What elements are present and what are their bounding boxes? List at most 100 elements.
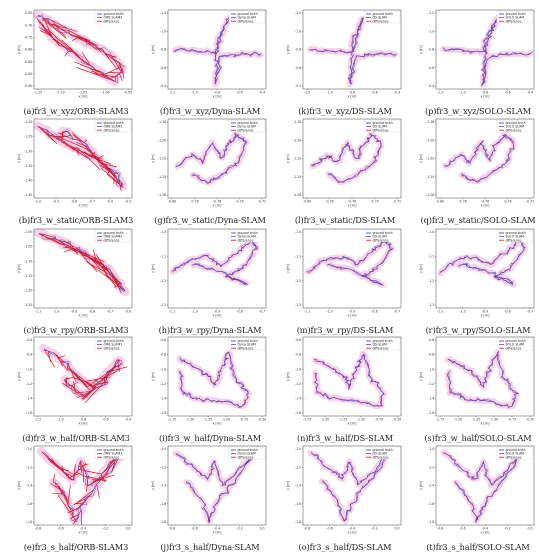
y-tick-label: -1.4	[295, 484, 301, 488]
y-axis-label: y [m]	[419, 263, 423, 273]
y-tick-label: -1.2	[428, 11, 434, 15]
y-tick-label: -1.10	[24, 259, 32, 263]
x-tick-label: -1.75	[436, 418, 444, 422]
y-tick-label: -1.2	[160, 11, 166, 15]
trajectory-plot: -0.80-0.78-0.76-0.74-0.72-1.18-1.20-1.22…	[285, 114, 405, 210]
x-tick-label: -0.6	[191, 527, 197, 531]
x-axis-label: x [m]	[347, 314, 357, 318]
x-tick-label: -1.15	[34, 91, 42, 95]
error-band	[177, 135, 246, 183]
trajectory-plot: -1.2-1.0-0.8-0.6-0.4-1.2-1.0-0.8-0.6-0.4…	[285, 5, 405, 101]
x-tick-label: -1.75	[303, 418, 311, 422]
y-tick-label: -1.6	[26, 502, 32, 506]
y-axis-label: y [m]	[17, 480, 21, 490]
x-axis-label: x [m]	[480, 314, 490, 318]
x-axis-label: x [m]	[212, 422, 222, 426]
x-tick-label: -0.75	[240, 418, 248, 422]
x-tick-label: -0.7	[394, 310, 400, 314]
y-tick-label: -1.1	[160, 254, 166, 258]
trajectory-plot: -1.1-1.0-0.9-0.8-0.7-1.0-1.1-1.2-1.3x [m…	[150, 224, 270, 320]
error-band	[311, 449, 393, 521]
y-tick-label: -1.30	[24, 149, 32, 153]
x-axis-label: x [m]	[347, 531, 357, 535]
legend-entry: difference	[104, 455, 120, 459]
y-tick-label: -1.3	[428, 303, 434, 307]
legend-entry: difference	[238, 346, 254, 350]
x-tick-label: -1.25	[472, 418, 480, 422]
x-tick-label: -0.95	[124, 91, 132, 95]
x-axis-label: x [m]	[212, 314, 222, 318]
y-tick-label: -1.6	[428, 411, 434, 415]
panel-fr3_w_half-orb-slam3: -1.2-1.0-0.8-0.6-0.4-0.6-0.8-1.0-1.2-1.4…	[16, 332, 136, 428]
y-tick-label: -1.6	[295, 502, 301, 506]
panel-fr3_w_half-solo-slam: -1.75-1.50-1.25-1.00-0.75-0.50-0.6-0.8-1…	[418, 332, 538, 428]
x-tick-label: -1.1	[437, 310, 443, 314]
x-tick-label: -1.1	[304, 310, 310, 314]
y-axis-label: y [m]	[151, 44, 155, 54]
x-axis-label: x [m]	[480, 95, 490, 99]
x-tick-label: -0.7	[89, 200, 95, 204]
y-axis-label: y [m]	[17, 153, 21, 163]
x-axis-label: x [m]	[212, 204, 222, 208]
x-tick-label: -1.00	[357, 418, 365, 422]
y-axis-label: y [m]	[286, 480, 290, 490]
y-tick-label: -1.26	[293, 193, 301, 197]
legend-entry: difference	[238, 455, 254, 459]
x-tick-label: -0.8	[304, 527, 310, 531]
y-tick-label: -1.2	[295, 11, 301, 15]
x-tick-label: -1.2	[437, 91, 443, 95]
x-axis-label: x [m]	[78, 204, 88, 208]
y-tick-label: -0.6	[160, 338, 166, 342]
x-tick-label: -1.75	[168, 418, 176, 422]
y-tick-label: -1.40	[24, 179, 32, 183]
y-tick-label: -1.20	[24, 120, 32, 124]
y-tick-label: -0.6	[26, 338, 32, 342]
x-tick-label: -0.6	[125, 310, 131, 314]
x-tick-label: -0.74	[503, 200, 511, 204]
y-tick-label: -1.0	[295, 447, 301, 451]
y-axis-label: y [m]	[286, 263, 290, 273]
x-tick-label: -0.6	[107, 200, 113, 204]
difference-segment	[63, 247, 71, 248]
y-tick-label: -1.25	[24, 135, 32, 139]
y-axis-label: y [m]	[419, 480, 423, 490]
x-tick-label: -0.8	[71, 200, 77, 204]
x-tick-label: -1.0	[57, 418, 63, 422]
y-tick-label: -0.8	[428, 353, 434, 357]
legend-entry: difference	[506, 346, 522, 350]
y-tick-label: -0.8	[160, 48, 166, 52]
x-tick-label: 0.0	[394, 527, 399, 531]
x-tick-label: -0.6	[371, 91, 377, 95]
x-tick-label: -1.50	[454, 418, 462, 422]
y-tick-label: -1.8	[160, 520, 166, 524]
x-tick-label: -1.0	[191, 310, 197, 314]
y-tick-label: -1.45	[24, 193, 32, 197]
x-tick-label: -0.8	[89, 310, 95, 314]
y-tick-label: -1.0	[428, 367, 434, 371]
y-tick-label: -1.2	[428, 465, 434, 469]
x-tick-label: -1.00	[101, 91, 109, 95]
y-tick-label: -1.8	[26, 520, 32, 524]
y-tick-label: -1.2	[160, 279, 166, 283]
x-tick-label: -0.6	[236, 91, 242, 95]
y-tick-label: -1.8	[428, 520, 434, 524]
y-tick-label: -1.22	[426, 157, 434, 161]
x-tick-label: -1.2	[35, 418, 41, 422]
x-tick-label: -0.50	[393, 418, 401, 422]
trajectory-plot: -1.75-1.50-1.25-1.00-0.75-0.50-0.6-0.8-1…	[285, 332, 405, 428]
y-axis-label: y [m]	[419, 44, 423, 54]
legend-entry: difference	[506, 238, 522, 242]
legend-entry: difference	[238, 19, 254, 23]
y-tick-label: -1.2	[295, 382, 301, 386]
x-tick-label: -0.2	[236, 527, 242, 531]
y-tick-label: -0.4	[428, 84, 434, 88]
